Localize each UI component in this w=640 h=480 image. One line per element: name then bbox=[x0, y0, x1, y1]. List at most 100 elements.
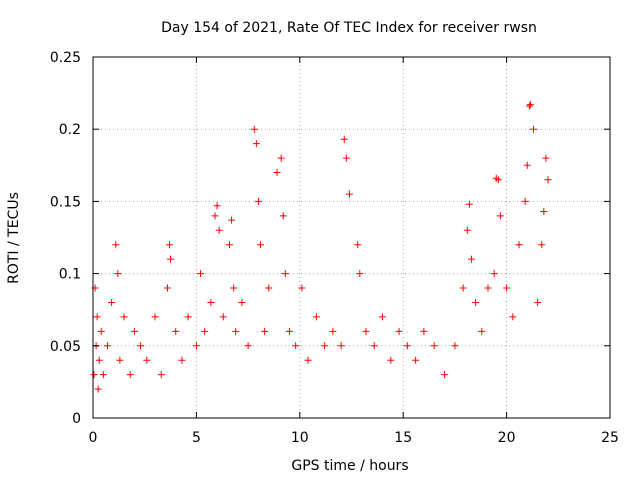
data-point bbox=[395, 327, 403, 335]
data-point bbox=[112, 241, 120, 249]
data-point bbox=[213, 202, 221, 210]
data-point bbox=[126, 371, 134, 379]
data-point bbox=[277, 154, 285, 162]
data-point bbox=[515, 241, 523, 249]
data-point bbox=[93, 313, 101, 321]
y-tick-label: 0 bbox=[72, 411, 81, 427]
data-point bbox=[521, 197, 529, 205]
data-point bbox=[494, 176, 502, 184]
data-point bbox=[354, 241, 362, 249]
data-point bbox=[337, 342, 345, 350]
data-point bbox=[321, 342, 329, 350]
data-point bbox=[503, 284, 511, 292]
data-point bbox=[534, 298, 542, 306]
data-point bbox=[490, 270, 498, 278]
data-point bbox=[538, 241, 546, 249]
x-tick-label: 25 bbox=[601, 430, 619, 446]
data-point bbox=[230, 284, 238, 292]
data-point bbox=[484, 284, 492, 292]
data-point bbox=[279, 212, 287, 220]
data-point bbox=[362, 327, 370, 335]
data-point bbox=[542, 154, 550, 162]
data-point bbox=[412, 356, 420, 364]
data-point bbox=[103, 342, 111, 350]
data-point bbox=[342, 154, 350, 162]
data-point bbox=[151, 313, 159, 321]
data-point bbox=[197, 270, 205, 278]
data-point bbox=[459, 284, 467, 292]
x-tick-label: 20 bbox=[498, 430, 516, 446]
x-tick-label: 5 bbox=[192, 430, 201, 446]
data-point bbox=[252, 140, 260, 148]
data-point bbox=[379, 313, 387, 321]
data-point bbox=[254, 197, 262, 205]
data-point bbox=[312, 313, 320, 321]
data-point bbox=[157, 371, 165, 379]
data-point bbox=[257, 241, 265, 249]
data-point bbox=[97, 327, 105, 335]
y-tick-label: 0.05 bbox=[50, 339, 81, 355]
data-point bbox=[329, 327, 337, 335]
data-point bbox=[370, 342, 378, 350]
data-point bbox=[265, 284, 273, 292]
data-point bbox=[525, 102, 533, 110]
data-point bbox=[184, 313, 192, 321]
grid-lines bbox=[93, 57, 610, 418]
data-point bbox=[120, 313, 128, 321]
data-point bbox=[167, 255, 175, 263]
data-point bbox=[99, 371, 107, 379]
data-point bbox=[509, 313, 517, 321]
data-point bbox=[496, 212, 504, 220]
data-point bbox=[116, 356, 124, 364]
x-tick-label: 0 bbox=[89, 430, 98, 446]
data-point bbox=[219, 313, 227, 321]
y-tick-label: 0.15 bbox=[50, 194, 81, 210]
data-point bbox=[465, 200, 473, 208]
data-point bbox=[108, 298, 116, 306]
data-point bbox=[430, 342, 438, 350]
data-point bbox=[261, 327, 269, 335]
data-point bbox=[172, 327, 180, 335]
x-axis-label: GPS time / hours bbox=[291, 458, 408, 474]
data-point bbox=[95, 356, 103, 364]
y-tick-label: 0.1 bbox=[59, 267, 81, 283]
data-point bbox=[441, 371, 449, 379]
data-point bbox=[387, 356, 395, 364]
data-point bbox=[273, 169, 281, 177]
y-tick-label: 0.25 bbox=[50, 50, 81, 66]
data-point bbox=[163, 284, 171, 292]
data-point bbox=[225, 241, 233, 249]
data-point bbox=[90, 371, 98, 379]
data-point bbox=[356, 270, 364, 278]
data-points bbox=[90, 101, 552, 393]
data-point bbox=[137, 342, 145, 350]
data-point bbox=[215, 226, 223, 234]
data-point bbox=[540, 208, 548, 216]
x-tick-label: 10 bbox=[291, 430, 309, 446]
data-point bbox=[340, 135, 348, 143]
data-point bbox=[232, 327, 240, 335]
data-point bbox=[250, 125, 258, 133]
data-point bbox=[166, 241, 174, 249]
data-point bbox=[238, 298, 246, 306]
data-point bbox=[345, 190, 353, 198]
axis-ticks: 0 5 10 15 20 25 0 0.05 0.1 0.15 0.2 0.25 bbox=[50, 50, 619, 446]
data-point bbox=[420, 327, 428, 335]
data-point bbox=[285, 327, 293, 335]
data-point bbox=[403, 342, 411, 350]
data-point bbox=[201, 327, 209, 335]
data-point bbox=[523, 161, 531, 169]
data-point bbox=[178, 356, 186, 364]
data-point bbox=[130, 327, 138, 335]
data-point bbox=[94, 385, 102, 393]
data-point bbox=[304, 356, 312, 364]
data-point bbox=[114, 270, 122, 278]
data-point bbox=[211, 212, 219, 220]
data-point bbox=[544, 176, 552, 184]
y-axis-label: ROTI / TECUs bbox=[6, 192, 22, 284]
y-tick-label: 0.2 bbox=[59, 122, 81, 138]
data-point bbox=[207, 298, 215, 306]
chart-title: Day 154 of 2021, Rate Of TEC Index for r… bbox=[161, 20, 537, 36]
data-point bbox=[228, 216, 236, 224]
